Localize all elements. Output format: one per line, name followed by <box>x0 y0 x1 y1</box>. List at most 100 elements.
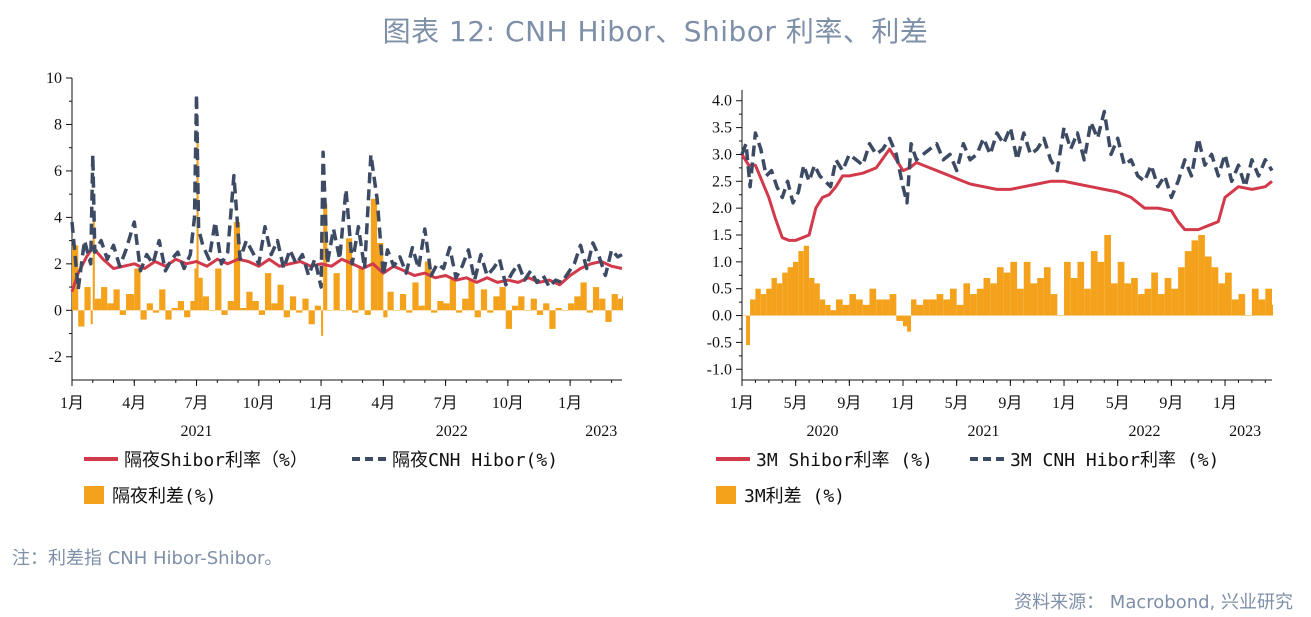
y-tick-label: 2.5 <box>712 173 732 190</box>
spread-bar <box>487 310 494 313</box>
legend-item-3m-shibor: 3M Shibor利率 (%) <box>716 446 933 472</box>
spread-bar <box>113 289 120 311</box>
x-tick-label: 9月 <box>837 395 861 412</box>
y-tick-label: 3.0 <box>712 146 732 163</box>
spread-bar <box>1204 256 1212 316</box>
spread-bar <box>809 277 815 316</box>
spread-bar <box>246 291 253 311</box>
spread-bar <box>776 283 783 316</box>
spread-bar <box>936 294 944 316</box>
spread-bar <box>92 212 95 311</box>
y-tick-label: -1.0 <box>707 361 732 378</box>
spread-bar <box>171 307 178 311</box>
spread-bar <box>819 299 826 316</box>
spread-bar <box>1090 251 1098 316</box>
spread-bar <box>903 315 908 327</box>
year-label: 2023 <box>585 423 617 440</box>
spread-bar <box>605 310 612 322</box>
spread-bar <box>996 267 1004 316</box>
figure-title: 图表 12: CNH Hibor、Shibor 利率、利差 <box>382 15 929 48</box>
spread-bar <box>1144 288 1152 316</box>
spread-bar <box>406 310 413 313</box>
spread-bar <box>314 305 322 311</box>
y-tick-label: 2.0 <box>712 200 732 217</box>
spread-bar <box>399 294 407 311</box>
spread-bar <box>555 307 562 311</box>
spread-bar <box>543 303 550 311</box>
x-tick-label: 9月 <box>998 395 1022 412</box>
spread-bar <box>1238 294 1246 316</box>
legend-label-overnight-hibor: 隔夜CNH Hibor(%) <box>392 450 559 471</box>
spread-bar <box>443 303 450 311</box>
spread-bar <box>358 268 365 311</box>
spread-bar <box>499 287 506 311</box>
spread-bar <box>1057 315 1065 317</box>
spread-bar <box>352 310 359 313</box>
spread-bar <box>1151 272 1158 316</box>
spread-bar <box>750 299 756 316</box>
spread-bar <box>1245 315 1252 317</box>
spread-bar <box>798 251 804 316</box>
footnote: 注：利差指 CNH Hibor-Shibor。 <box>12 548 283 569</box>
spread-bar <box>1218 283 1226 316</box>
year-label: 2021 <box>181 423 213 440</box>
spread-bar <box>1084 288 1091 316</box>
legend-item-overnight-hibor: 隔夜CNH Hibor(%) <box>352 446 558 472</box>
spread-bar <box>283 310 290 318</box>
spread-bar <box>1003 272 1011 316</box>
spread-bar <box>296 310 303 313</box>
spread-bar <box>289 296 297 311</box>
hibor-dash-swatch <box>970 457 1004 461</box>
x-tick-label: 4月 <box>122 395 146 412</box>
spread-bar <box>437 301 444 311</box>
spread-bar <box>1030 283 1038 316</box>
spread-bar <box>990 283 997 316</box>
x-tick-label: 4月 <box>371 395 395 412</box>
spread-bar <box>333 273 340 311</box>
legend-label-overnight-spread: 隔夜利差(%) <box>112 486 217 507</box>
spread-bar <box>1178 267 1185 316</box>
legend-item-3m-spread: 3M利差 (%) <box>716 482 845 508</box>
y-tick-label: 1.0 <box>712 254 732 271</box>
shibor-line <box>740 147 1273 242</box>
spread-bar <box>1211 267 1219 316</box>
spread-bar <box>876 299 883 316</box>
x-tick-label: 5月 <box>1106 395 1130 412</box>
spread-bar <box>1231 299 1239 316</box>
spread-bar <box>1050 294 1058 316</box>
x-tick-label: 1月 <box>730 395 754 412</box>
spread-bar <box>907 315 912 332</box>
hibor-dash-swatch <box>352 457 386 461</box>
legend-label-overnight-shibor: 隔夜Shibor利率（%） <box>124 450 308 471</box>
spread-bar <box>327 310 334 311</box>
x-tick-label: 7月 <box>434 395 458 412</box>
spread-bar <box>94 298 102 311</box>
spread-bar <box>252 301 259 311</box>
spread-bar <box>803 245 810 316</box>
spread-bar <box>134 268 141 311</box>
y-tick-label: 2 <box>54 256 62 273</box>
spread-bar <box>882 299 890 316</box>
spread-bar <box>518 296 525 311</box>
spread-bar <box>194 268 197 311</box>
spread-bar <box>536 310 544 315</box>
x-tick-label: 9月 <box>1159 395 1183 412</box>
spread-bar <box>530 298 537 311</box>
spread-bar <box>424 261 432 311</box>
spread-bar <box>976 288 984 316</box>
spread-bar <box>561 310 569 311</box>
spread-bar <box>622 296 623 311</box>
spread-bar <box>835 299 843 316</box>
legend-item-overnight-spread: 隔夜利差(%) <box>84 482 217 508</box>
spread-bar <box>227 301 234 311</box>
spread-bar <box>221 310 228 315</box>
spread-bar <box>830 310 836 316</box>
x-tick-label: 1月 <box>1213 395 1237 412</box>
spread-bar <box>412 282 419 311</box>
y-tick-label: 8 <box>54 116 62 133</box>
spread-bar <box>1164 277 1172 316</box>
y-tick-label: -2 <box>49 349 62 366</box>
spread-bar <box>911 299 917 316</box>
spread-bar <box>387 291 394 311</box>
shibor-line-swatch <box>84 457 118 461</box>
